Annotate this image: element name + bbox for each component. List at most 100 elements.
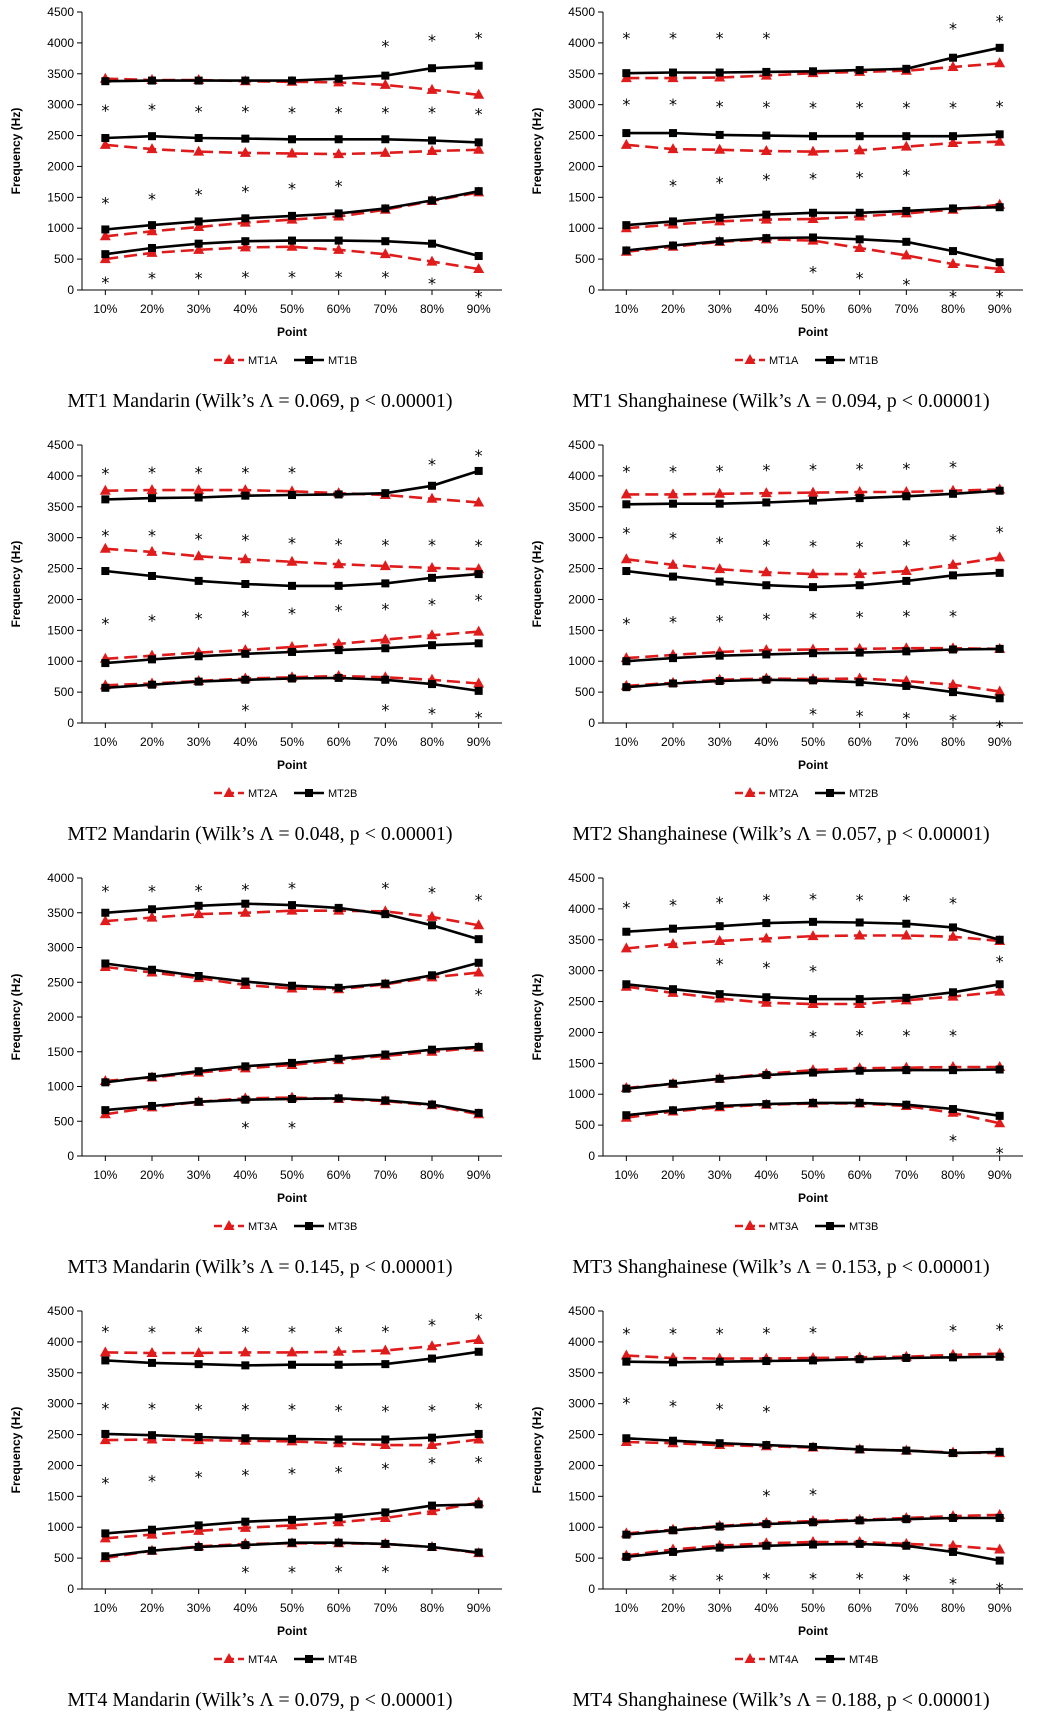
series-b-point — [101, 1552, 110, 1561]
y-axis-label: Frequency (Hz) — [530, 108, 544, 195]
significance-asterisk: * — [949, 710, 957, 729]
x-tick-label: 60% — [848, 302, 872, 316]
significance-asterisk: * — [335, 103, 343, 122]
significance-asterisk: * — [475, 28, 483, 47]
y-tick-label: 2500 — [568, 562, 595, 576]
series-b-point — [288, 581, 296, 590]
series-b-point — [902, 1515, 911, 1524]
series-a-line — [105, 1338, 479, 1355]
series-a-point — [714, 935, 726, 946]
significance-asterisk: * — [809, 1027, 817, 1046]
series-a-point — [667, 488, 679, 499]
y-tick-label: 3000 — [47, 941, 74, 955]
x-tick-label: 40% — [233, 302, 257, 316]
x-tick-label: 40% — [233, 735, 257, 749]
x-axis-label: Point — [798, 325, 828, 339]
series-a-point — [193, 908, 205, 919]
series-b-point — [381, 1360, 390, 1369]
x-tick-label: 90% — [467, 735, 491, 749]
legend-label-series-b: MT2B — [849, 788, 878, 800]
series-a-point — [854, 144, 866, 155]
series-b-point — [809, 1068, 817, 1077]
series-b-point — [902, 993, 911, 1002]
chart-panel: 0 500 1000 1500 2000 2500 3000 3500 4000 4500 10% 2… — [521, 0, 1041, 432]
chart-panel: 0 500 1000 1500 2000 2500 3000 3500 4000 4500 10% 2… — [0, 433, 520, 865]
series-b-point — [334, 646, 343, 655]
series-a-point — [667, 72, 679, 83]
y-tick-label: 1000 — [47, 1520, 74, 1534]
series-a-point — [286, 555, 298, 566]
series-a-point — [854, 241, 866, 252]
significance-asterisk: * — [428, 535, 436, 554]
x-tick-label: 90% — [467, 1601, 491, 1615]
series-b-point — [101, 959, 110, 968]
series-a-point — [854, 485, 866, 496]
series-a-point — [667, 558, 679, 569]
series-b-point — [474, 1108, 483, 1117]
y-tick-label: 0 — [67, 716, 74, 730]
y-tick-label: 4500 — [47, 5, 74, 19]
x-tick-label: 80% — [420, 302, 444, 316]
x-tick-label: 10% — [614, 302, 638, 316]
legend-marker-series-a — [744, 1220, 756, 1230]
series-b-point — [381, 489, 390, 498]
series-a-point — [473, 496, 485, 507]
series-a-point — [379, 560, 391, 571]
significance-asterisk: * — [996, 1143, 1004, 1162]
series-a-point — [994, 262, 1006, 273]
series-b-point — [949, 1513, 957, 1522]
series-b-point — [288, 1095, 296, 1104]
significance-asterisk: * — [288, 103, 296, 122]
series-b-point — [381, 910, 390, 919]
series-b-point — [949, 688, 957, 697]
y-tick-label: 4500 — [47, 438, 74, 452]
x-tick-label: 60% — [327, 1601, 351, 1615]
significance-asterisk: * — [475, 891, 483, 910]
series-b-point — [995, 568, 1004, 577]
series-a-point — [760, 932, 772, 943]
significance-asterisk: * — [335, 1562, 343, 1581]
series-b-point — [715, 990, 724, 999]
significance-asterisk: * — [622, 898, 630, 917]
series-b-point — [148, 1546, 156, 1555]
significance-asterisk: * — [716, 533, 724, 552]
significance-asterisk: * — [288, 463, 296, 482]
legend-marker-series-a — [223, 787, 235, 797]
y-tick-label: 1500 — [568, 623, 595, 637]
significance-asterisk: * — [428, 1453, 436, 1472]
series-b-point — [474, 252, 483, 261]
series-a-point — [807, 212, 819, 223]
x-tick-label: 70% — [373, 1168, 397, 1182]
chart-caption: MT1 Shanghainese (Wilk’s Λ = 0.094, p < … — [572, 390, 990, 412]
series-b-point — [474, 686, 483, 695]
y-tick-label: 3000 — [47, 1397, 74, 1411]
series-b-point — [194, 1433, 203, 1442]
series-b-point — [381, 237, 390, 246]
x-tick-label: 70% — [373, 302, 397, 316]
series-b-point — [101, 1106, 110, 1115]
series-b-point — [334, 1054, 343, 1063]
y-tick-label: 2000 — [568, 1458, 595, 1472]
series-b-point — [669, 679, 677, 688]
significance-asterisk: * — [475, 1399, 483, 1418]
legend-label-series-a: MT3A — [769, 1221, 799, 1233]
significance-asterisk: * — [148, 190, 156, 209]
y-tick-label: 3500 — [568, 500, 595, 514]
significance-asterisk: * — [809, 460, 817, 479]
x-axis-label: Point — [798, 1624, 828, 1638]
series-b-point — [428, 1354, 436, 1363]
line-chart: 0 500 1000 1500 2000 2500 3000 3500 4000 4500 10% 2… — [530, 5, 1023, 367]
significance-asterisk: * — [996, 97, 1004, 116]
series-b-point — [428, 196, 436, 205]
significance-asterisk: * — [428, 595, 436, 614]
significance-asterisk: * — [716, 97, 724, 116]
x-tick-label: 90% — [988, 735, 1012, 749]
series-b-point — [194, 1360, 203, 1369]
series-b-point — [995, 203, 1004, 212]
series-a-point — [426, 1505, 438, 1516]
significance-asterisk: * — [148, 1322, 156, 1341]
series-b-point — [148, 655, 156, 664]
x-tick-label: 10% — [93, 302, 117, 316]
series-b-point — [902, 647, 911, 656]
